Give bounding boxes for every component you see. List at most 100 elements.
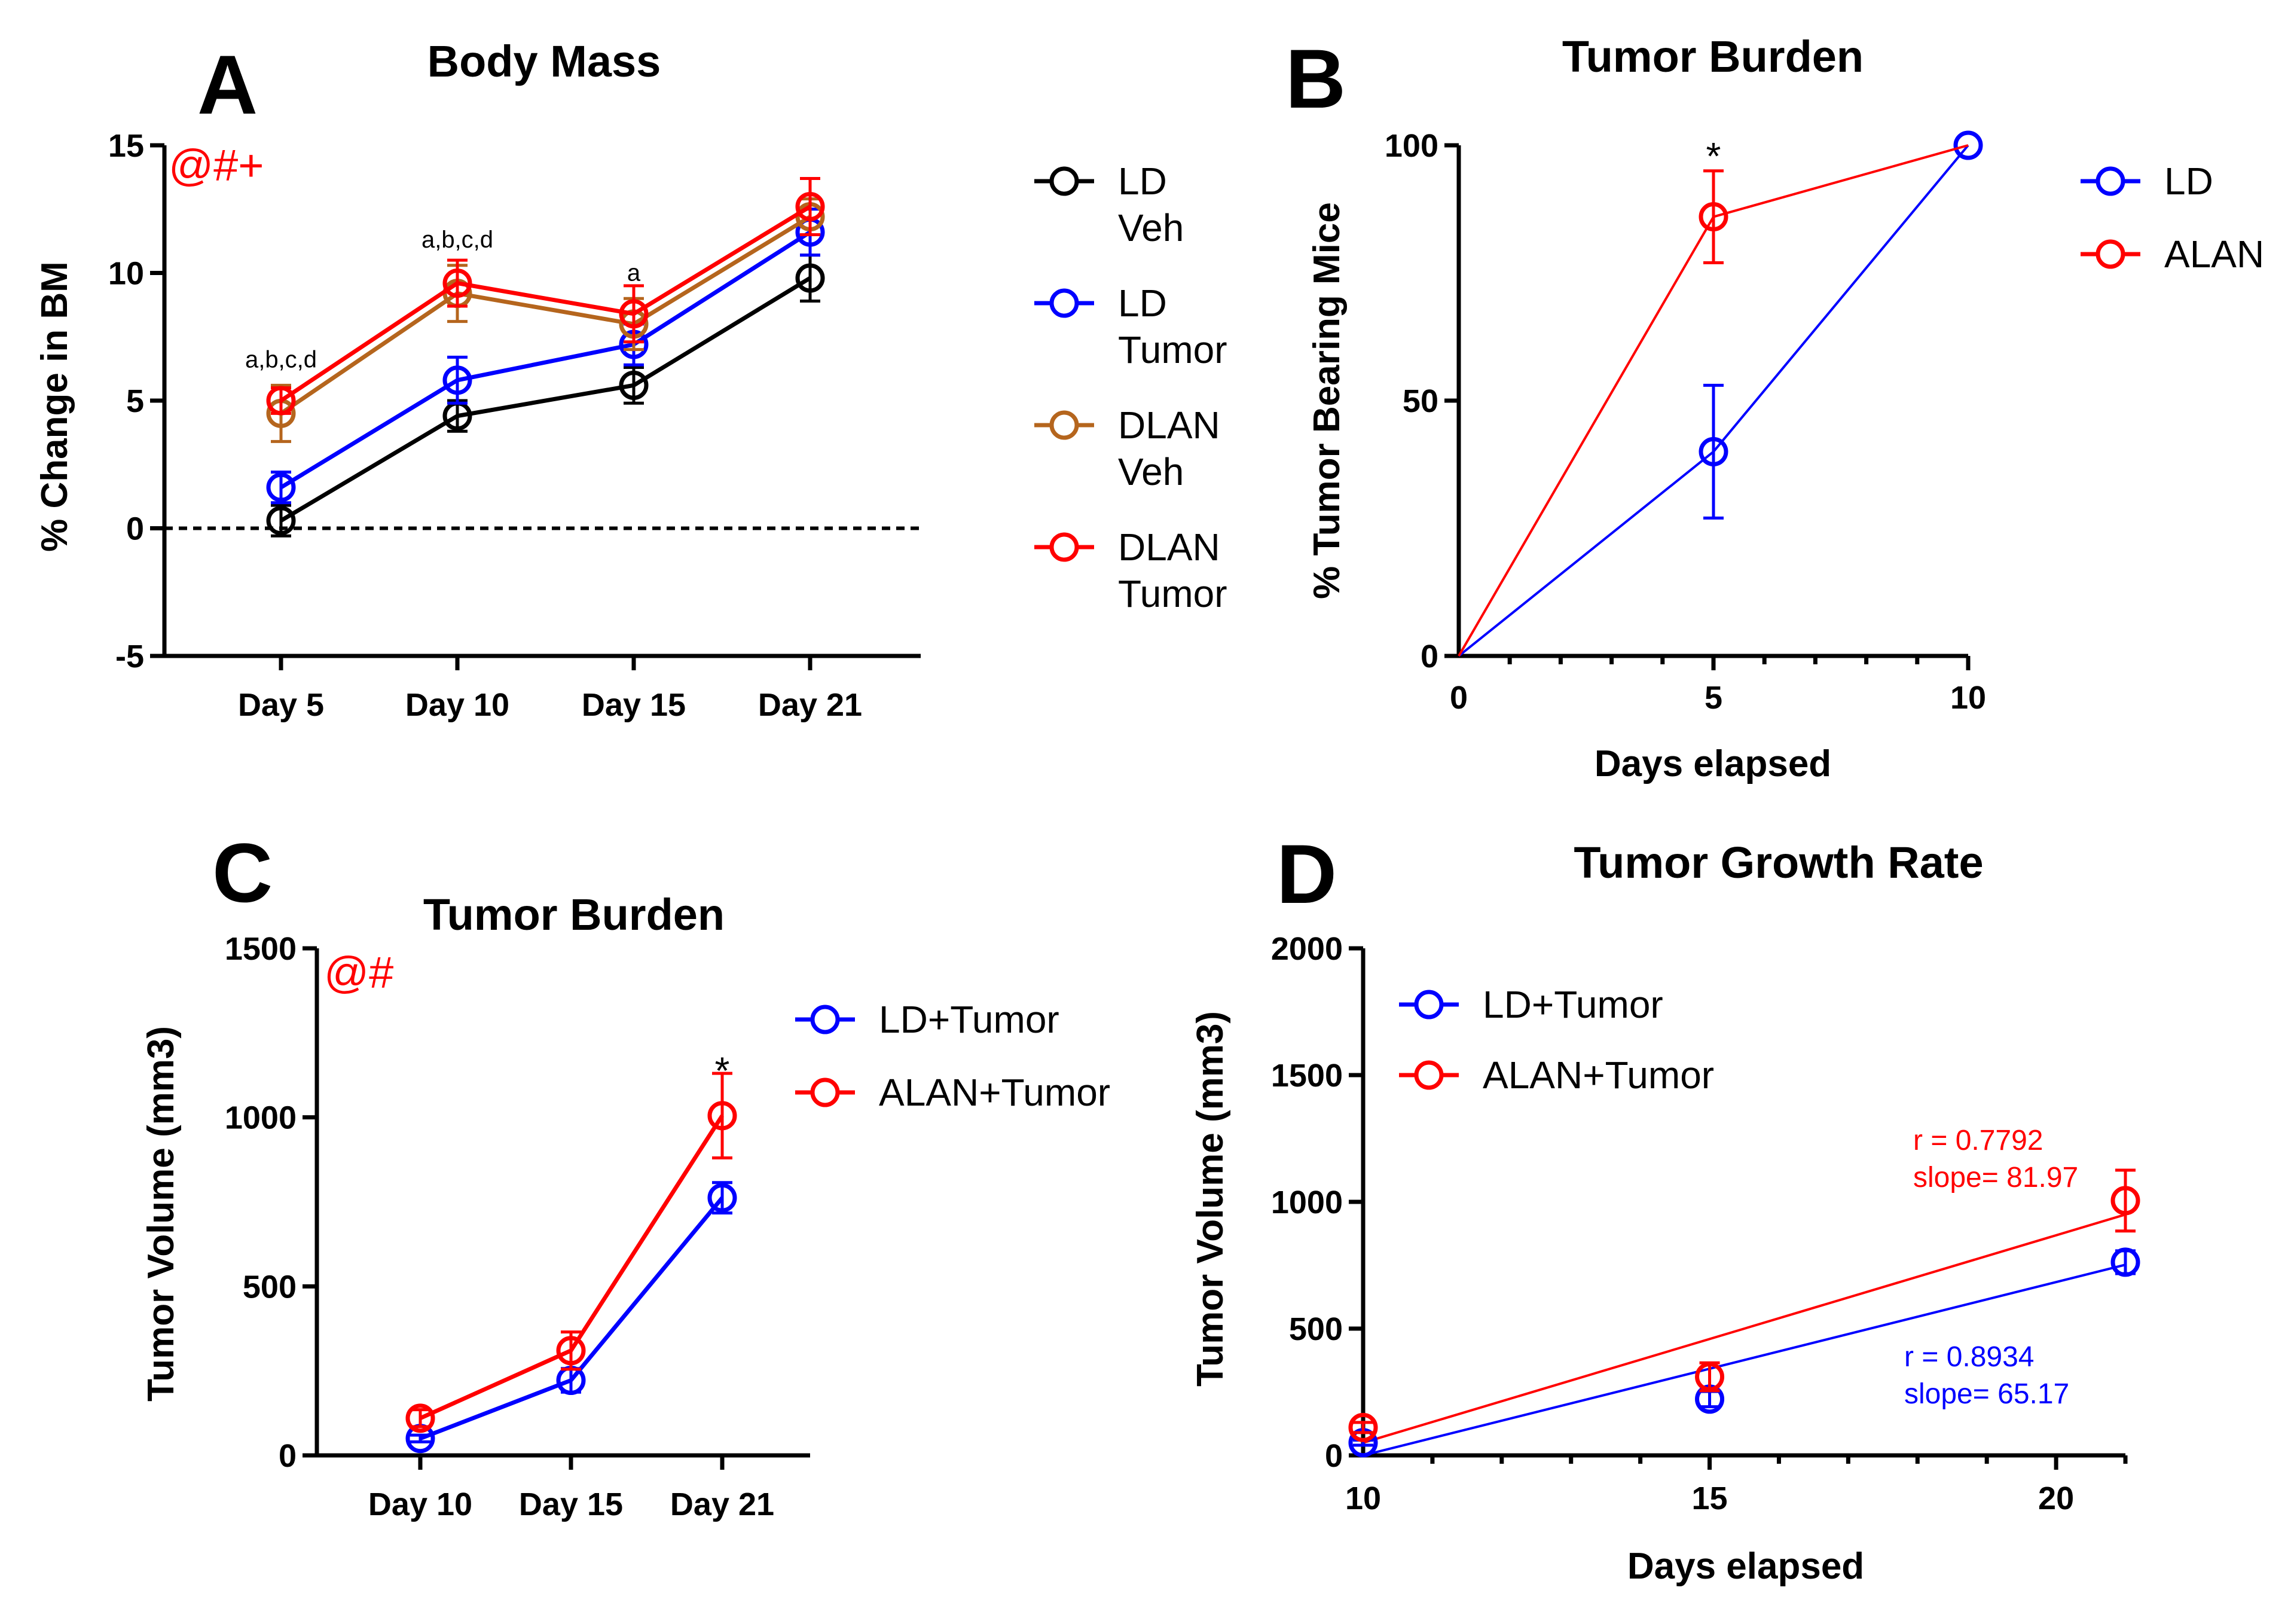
panel-d-legend-marker-0 [1414,990,1444,1019]
panel-a-x-tick-label: Day 21 [758,687,862,723]
panel-c-series-alan-tumor [405,1072,737,1433]
panel-a-legend-marker-1 [1049,288,1079,318]
panel-d-slope-alan: slope= 81.97 [1913,1162,2078,1193]
panel-a-data-point [266,472,296,502]
panel-c-error-bar [410,1433,430,1443]
panel-c-title: Tumor Burden [423,890,725,939]
panel-d-data-point [1348,1412,1378,1442]
panel-b-title: Tumor Burden [1562,32,1864,81]
panel-a-series-line [280,230,811,490]
panel-b-error-bar [1703,383,1724,520]
panel-a-data-point [619,299,649,329]
panel-d-error-bar [2115,1168,2136,1233]
panel-a-legend-label-line: Tumor [1118,572,1227,615]
panel-a-data-point [795,263,825,293]
panel-a-data-point [442,268,472,298]
panel-a-y-tick-label: -5 [115,639,144,674]
panel-b-legend-label-line: LD [2164,160,2213,203]
panel-a-error-bar [624,284,644,344]
panel-c-data-point [405,1403,435,1433]
panel-a: A Body Mass @#+ % Change in BM -5051015 … [34,36,1227,723]
panel-a-legend-label-line: LD [1118,282,1167,325]
panel-b-error-bar [1703,169,1724,264]
panel-b-data-point [1699,202,1728,232]
panel-d-title: Tumor Growth Rate [1574,838,1983,887]
panel-b: B Tumor Burden % Tumor Bearing Mice Days… [1285,32,2264,784]
panel-d-legend-label-line: LD+Tumor [1483,983,1663,1026]
panel-d-label: D [1276,827,1337,921]
panel-a-error-bar [271,471,291,505]
panel-a-legend-label-line: Veh [1118,206,1184,249]
panel-a-series-line [280,204,811,402]
panel-a-title: Body Mass [427,36,661,86]
panel-a-error-bar [800,177,820,236]
panel-a-legend-label-3: DLAN Tumor [1118,526,1227,615]
panel-d-y-tick-label: 1000 [1271,1185,1343,1220]
panel-c-corner-annotation: @# [324,948,393,997]
panel-d-legend-label-0: LD+Tumor [1483,983,1663,1026]
panel-c-data-point [556,1336,586,1366]
panel-d-legend-marker-1 [1414,1060,1444,1090]
panel-b-legend-marker-0 [2096,166,2125,196]
panel-c-data-point [707,1183,737,1213]
panel-d-r-value-ld: r = 0.8934 [1904,1341,2035,1373]
panel-c-label: C [212,826,273,920]
panel-c-legend-marker-1 [810,1077,840,1107]
panel-d-y-tick-label: 0 [1325,1438,1343,1474]
panel-b-y-tick-label: 100 [1385,128,1438,164]
panel-c-significance-star: * [715,1049,730,1092]
panel-b-series-ld [1458,130,1983,657]
panel-c-y-tick-label: 1500 [225,931,297,967]
panel-d-data-point [2110,1247,2140,1277]
panel-b-x-tick-label: 10 [1950,680,1986,716]
panel-a-legend-marker-0 [1049,166,1079,196]
panel-a-significance-annotation: a,b,c,d [245,346,317,373]
panel-a-legend-label-2: DLAN Veh [1118,404,1220,493]
panel-d-x-tick-label: 10 [1345,1480,1381,1516]
panel-b-data-point [1953,130,1983,160]
panel-a-legend-label-line: DLAN [1118,526,1220,569]
panel-a-x-tick-label: Day 15 [582,687,686,723]
panel-d-legend-label-1: ALAN+Tumor [1483,1054,1714,1097]
panel-a-legend-marker-2 [1049,410,1079,440]
panel-a-legend-label-line: Tumor [1118,328,1227,371]
panel-b-x-axis-label: Days elapsed [1595,743,1831,784]
panel-b-y-axis-label: % Tumor Bearing Mice [1306,202,1348,599]
panel-b-legend-marker-1 [2096,239,2125,269]
panel-d-y-tick-label: 500 [1289,1311,1343,1347]
panel-a-y-tick-label: 15 [108,128,144,164]
panel-c-error-bar [410,1408,430,1428]
panel-a-error-bar [447,355,468,405]
panel-a-y-tick-label: 0 [126,511,144,547]
panel-c-legend-label-1: ALAN+Tumor [879,1071,1110,1114]
panel-b-x-tick-label: 5 [1705,680,1722,716]
panel-a-series-ld-veh [266,254,825,538]
panel-c-legend-label-line: ALAN+Tumor [879,1071,1110,1114]
panel-c-legend-label-line: LD+Tumor [879,998,1059,1041]
panel-a-x-tick-label: Day 5 [238,687,324,723]
panel-a-data-point [442,365,472,395]
panel-c-y-axis-label: Tumor Volume (mm3) [140,1026,182,1402]
panel-b-x-tick-label: 0 [1450,680,1468,716]
panel-d-x-tick-label: 20 [2038,1480,2074,1516]
panel-a-data-point [619,370,649,400]
panel-d-data-point [1695,1362,1725,1392]
panel-c-x-tick-label: Day 21 [670,1486,774,1522]
panel-a-data-point [266,386,296,416]
panel-d: D Tumor Growth Rate Tumor Volume (mm3) D… [1190,827,2140,1587]
panel-a-error-bar [447,258,468,308]
panel-b-legend-label-line: ALAN [2164,233,2264,276]
panel-a-data-point [266,506,296,536]
panel-a-label: A [197,38,258,132]
panel-d-x-axis-label: Days elapsed [1627,1546,1864,1587]
panel-d-data-point [2110,1186,2140,1216]
panel-d-r-value-alan: r = 0.7792 [1913,1125,2043,1156]
panel-d-fit-line-ld-tumor [1363,1263,2126,1457]
panel-b-y-tick-label: 50 [1403,383,1438,419]
panel-c-legend-marker-0 [810,1005,840,1034]
panel-d-error-bar [1699,1390,1720,1409]
panel-d-y-tick-label: 2000 [1271,931,1343,967]
panel-b-data-point [1699,436,1728,466]
panel-c-series-line [419,1196,724,1440]
